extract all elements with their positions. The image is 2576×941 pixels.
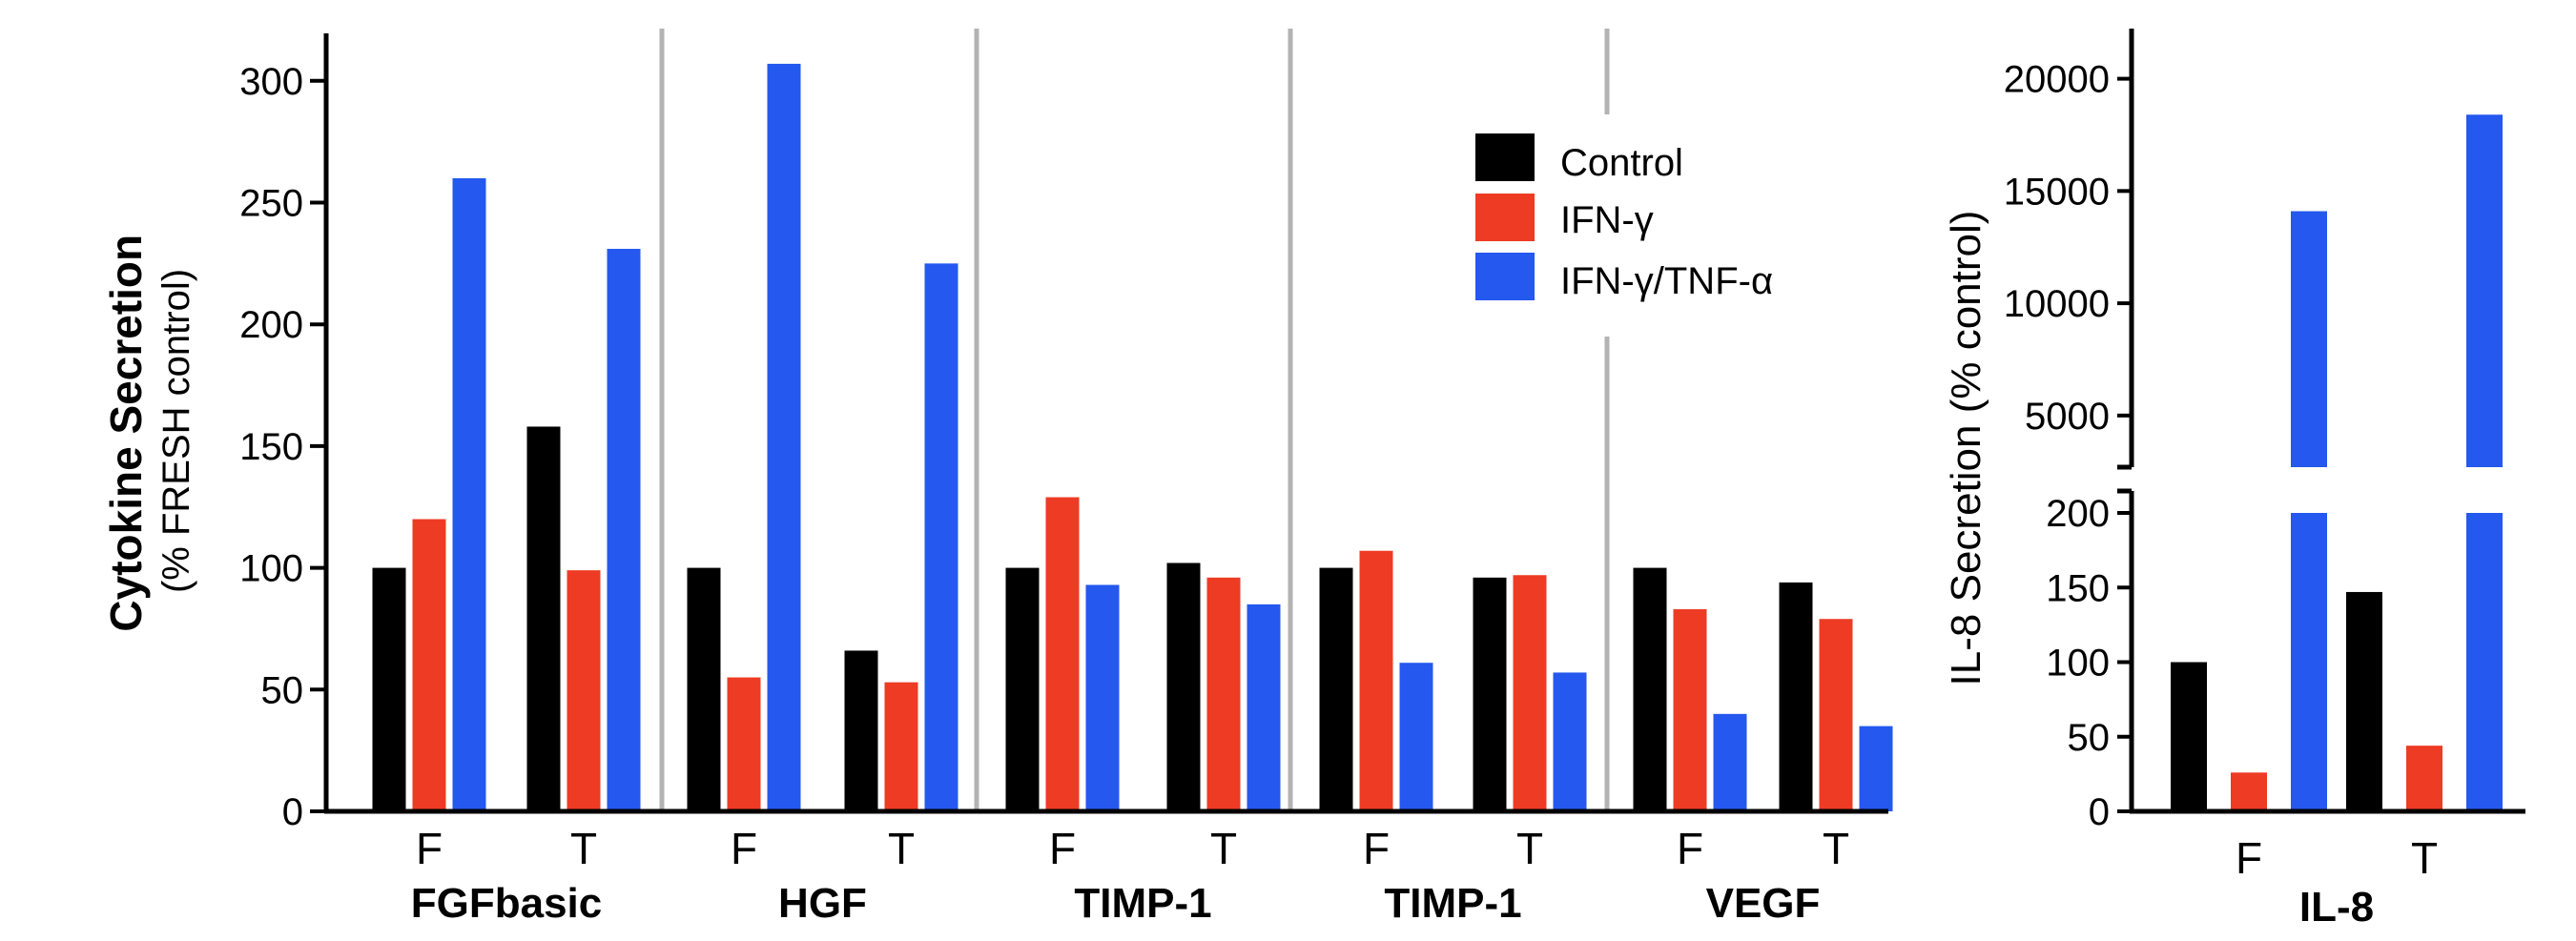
il8-bar-t-series-2-lower bbox=[2466, 513, 2503, 811]
left-group-separators bbox=[659, 29, 1610, 811]
bar-vegf-f-series-2 bbox=[1713, 713, 1747, 811]
left-y-axis-title-text: Cytokine Secretion (% FRESH control) bbox=[101, 230, 197, 631]
right-upper-y-tick-label: 10000 bbox=[2004, 283, 2110, 325]
left-y-tick-label: 250 bbox=[239, 183, 303, 225]
left-y-axis-title-sub: (% FRESH control) bbox=[155, 269, 197, 593]
il8-bar-f-series-2-lower bbox=[2291, 513, 2327, 811]
bar-hgf-t-series-0 bbox=[844, 650, 878, 811]
il8-category-label: T bbox=[2411, 833, 2438, 883]
bar-timp-1-t-series-0 bbox=[1473, 577, 1507, 811]
bar-vegf-f-series-1 bbox=[1673, 609, 1707, 811]
right-category-labels: F T IL-8 bbox=[2236, 833, 2438, 931]
bar-timp-1-t-series-2 bbox=[1553, 672, 1587, 811]
group-label: FGFbasic bbox=[411, 880, 603, 927]
right-upper-y-tick-label: 5000 bbox=[2025, 396, 2110, 438]
right-lower-y-tick-label: 200 bbox=[2046, 493, 2110, 535]
left-y-tick-label: 100 bbox=[239, 548, 303, 590]
category-label: T bbox=[1210, 824, 1237, 873]
right-y-axis-title: IL-8 Secretion (% control) bbox=[1943, 211, 1989, 686]
bar-timp-1-t-series-1 bbox=[1206, 577, 1241, 811]
il8-category-label: F bbox=[2236, 833, 2262, 883]
right-lower-y-tick-label: 50 bbox=[2068, 717, 2111, 759]
right-bars bbox=[2171, 114, 2503, 811]
bar-timp-1-f-series-2 bbox=[1085, 584, 1120, 811]
left-y-tick-label: 150 bbox=[239, 426, 303, 468]
bar-hgf-t-series-2 bbox=[924, 263, 958, 812]
legend-swatch-control bbox=[1475, 133, 1535, 181]
category-label: T bbox=[888, 824, 915, 873]
right-lower-y-tick-label: 100 bbox=[2046, 643, 2110, 685]
bar-fgfbasic-f-series-1 bbox=[412, 519, 446, 811]
il8-group-label: IL-8 bbox=[2299, 884, 2374, 931]
category-label: F bbox=[1049, 824, 1076, 873]
right-lower-y-tick-label: 150 bbox=[2046, 567, 2110, 609]
right-upper-y-tick-label: 15000 bbox=[2004, 171, 2110, 213]
bar-fgfbasic-t-series-0 bbox=[526, 426, 561, 811]
bar-timp-1-f-series-0 bbox=[1005, 567, 1040, 811]
legend-label-ifn-tnf: IFN-γ/TNF-α bbox=[1560, 260, 1773, 302]
group-label: TIMP-1 bbox=[1074, 880, 1211, 927]
left-y-tick-label: 0 bbox=[282, 791, 303, 833]
right-lower-y-tick-label: 0 bbox=[2089, 791, 2110, 833]
right-y-axis-title-text: IL-8 Secretion (% control) bbox=[1943, 211, 1989, 686]
category-label: T bbox=[1823, 824, 1849, 873]
category-label: T bbox=[570, 824, 597, 873]
bar-timp-1-f-series-2 bbox=[1399, 663, 1433, 811]
bar-hgf-t-series-1 bbox=[884, 682, 918, 811]
bar-hgf-f-series-2 bbox=[767, 63, 801, 811]
right-y-ticks: 0 50 100 150 200 5000 10000 15000 20000 bbox=[2004, 59, 2132, 833]
category-label: F bbox=[731, 824, 757, 873]
right-chart: IL-8 Secretion (% control) 0 50 100 150 200 5… bbox=[1943, 29, 2525, 931]
left-y-tick-label: 300 bbox=[239, 61, 303, 103]
bar-fgfbasic-t-series-1 bbox=[567, 570, 601, 811]
legend-label-ifn: IFN-γ bbox=[1560, 199, 1654, 241]
left-y-axis-title-main: Cytokine Secretion bbox=[101, 235, 151, 632]
category-label: F bbox=[416, 824, 443, 873]
bar-hgf-f-series-1 bbox=[727, 677, 761, 811]
bar-vegf-f-series-0 bbox=[1633, 567, 1667, 811]
bar-fgfbasic-f-series-0 bbox=[372, 567, 406, 811]
il8-bar-t-series-0 bbox=[2346, 591, 2382, 811]
il8-bar-f-series-2-upper bbox=[2291, 211, 2327, 467]
left-chart: Cytokine Secretion (% FRESH control) 0 50… bbox=[101, 29, 1893, 927]
legend: Control IFN-γ IFN-γ/TNF-α bbox=[1475, 133, 1773, 302]
category-label: F bbox=[1363, 824, 1390, 873]
legend-swatch-ifn-tnf bbox=[1475, 253, 1535, 300]
bar-timp-1-f-series-0 bbox=[1319, 567, 1353, 811]
bar-fgfbasic-f-series-2 bbox=[452, 177, 486, 811]
il8-bar-t-series-2-upper bbox=[2466, 114, 2503, 467]
bar-timp-1-f-series-1 bbox=[1359, 550, 1393, 811]
bar-timp-1-f-series-1 bbox=[1045, 497, 1080, 811]
legend-swatch-ifn bbox=[1475, 194, 1535, 241]
il8-bar-f-series-1 bbox=[2231, 772, 2267, 811]
bar-hgf-f-series-0 bbox=[687, 567, 721, 811]
bar-timp-1-t-series-0 bbox=[1166, 563, 1201, 811]
bar-vegf-t-series-0 bbox=[1779, 582, 1813, 811]
right-upper-y-tick-label: 20000 bbox=[2004, 59, 2110, 101]
left-y-tick-label: 200 bbox=[239, 304, 303, 346]
bar-timp-1-t-series-1 bbox=[1513, 575, 1547, 811]
bar-timp-1-t-series-2 bbox=[1247, 603, 1281, 811]
il8-bar-f-series-0 bbox=[2171, 662, 2207, 811]
group-label: VEGF bbox=[1706, 880, 1821, 927]
group-label: HGF bbox=[778, 880, 867, 927]
il8-bar-t-series-1 bbox=[2406, 746, 2442, 811]
bar-fgfbasic-t-series-2 bbox=[607, 249, 641, 811]
category-label: T bbox=[1516, 824, 1543, 873]
left-y-tick-label: 50 bbox=[261, 669, 304, 711]
bar-vegf-t-series-2 bbox=[1859, 726, 1893, 811]
left-bars bbox=[372, 63, 1893, 812]
category-label: F bbox=[1677, 824, 1703, 873]
legend-label-control: Control bbox=[1560, 142, 1683, 184]
left-y-ticks: 0 50 100 150 200 250 300 bbox=[239, 61, 326, 833]
bar-vegf-t-series-1 bbox=[1819, 619, 1853, 811]
group-label: TIMP-1 bbox=[1384, 880, 1521, 927]
left-y-axis-title: Cytokine Secretion (% FRESH control) bbox=[101, 230, 197, 632]
